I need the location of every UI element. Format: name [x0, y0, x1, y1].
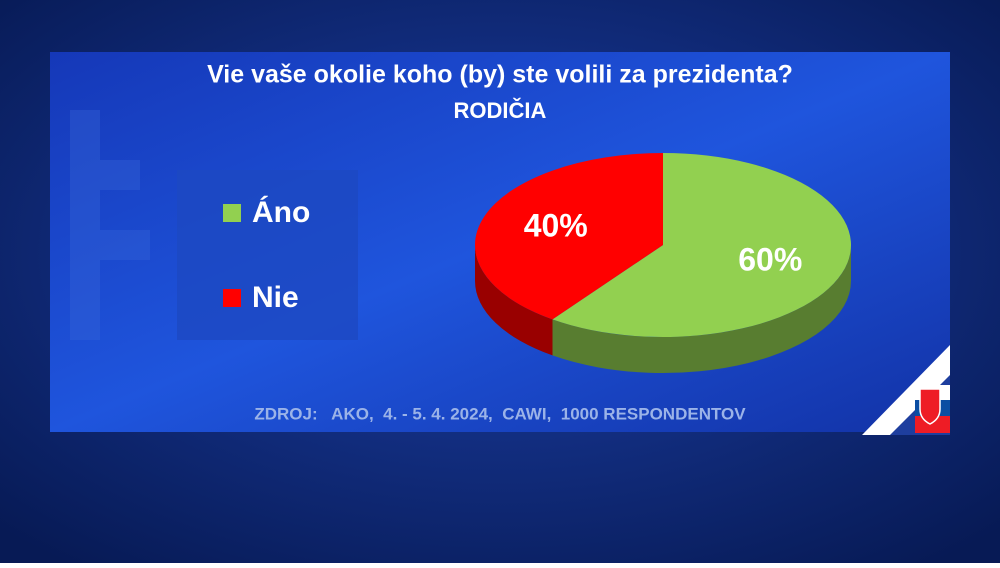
pie-side	[474, 245, 553, 356]
coat-of-arms	[919, 388, 941, 425]
value-label: 60%	[738, 242, 802, 278]
legend-label: Nie	[252, 281, 299, 314]
source: ZDROJ: AKO, 4. - 5. 4. 2024, CAWI, 1000 …	[254, 404, 746, 423]
legend-swatch	[223, 289, 241, 307]
chart-subtitle: RODIČIA	[454, 98, 547, 123]
legend-swatch	[223, 204, 241, 222]
chart-title: Vie vaše okolie koho (by) ste volili za …	[207, 61, 793, 89]
value-label: 40%	[524, 207, 588, 243]
legend-label: Áno	[252, 195, 310, 229]
legend-box	[177, 170, 358, 340]
cross-watermark	[70, 110, 150, 340]
pie-slice	[475, 153, 663, 320]
pie-side	[552, 245, 851, 373]
pie-slice	[552, 153, 852, 338]
